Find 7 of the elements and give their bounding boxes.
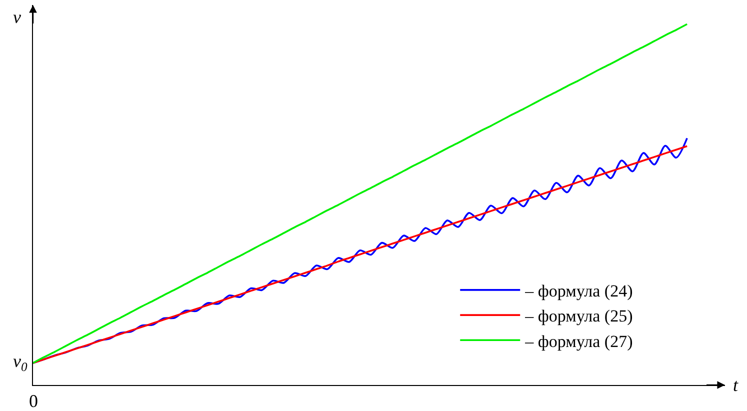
x-axis-title: t bbox=[733, 375, 739, 395]
y-axis-title: v bbox=[13, 7, 21, 27]
text: v$_{0}$ bbox=[13, 351, 28, 374]
legend-label: – формула (27) bbox=[524, 332, 633, 351]
legend-label: – формула (24) bbox=[524, 282, 633, 301]
text: 0 bbox=[29, 391, 38, 411]
legend-label: – формула (25) bbox=[524, 306, 633, 326]
